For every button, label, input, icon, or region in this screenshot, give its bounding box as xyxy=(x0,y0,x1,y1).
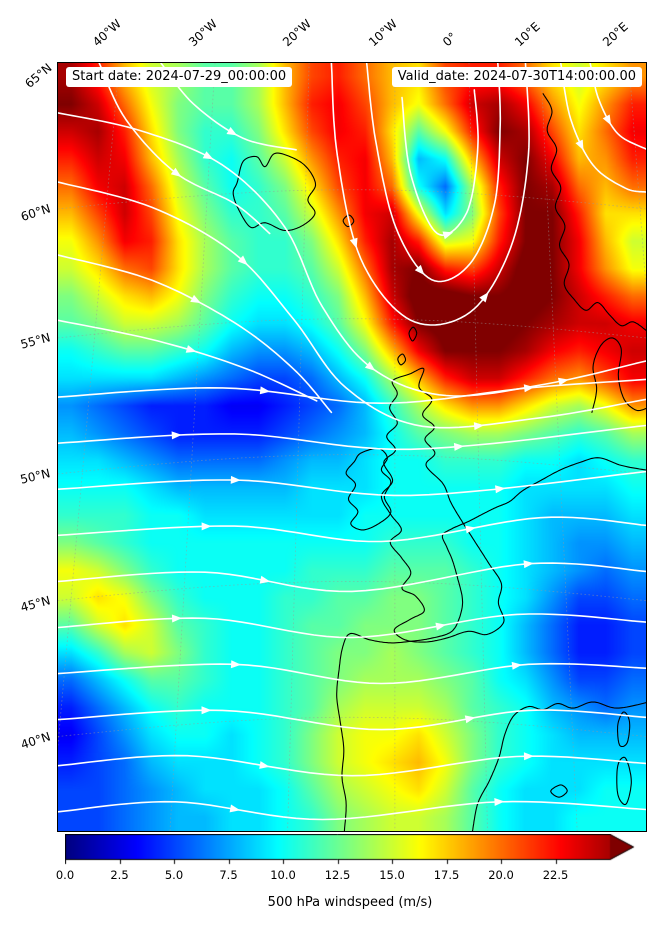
streamline-arrow xyxy=(259,575,271,584)
streamline-arrow xyxy=(602,114,611,126)
streamline-arrow xyxy=(523,752,534,761)
streamlines-layer xyxy=(58,63,646,821)
streamline-arrow xyxy=(237,255,248,266)
y-axis-label: 60°N xyxy=(19,201,53,224)
streamline-arrow xyxy=(511,661,523,670)
streamline-arrow xyxy=(464,715,476,724)
streamline-arrow xyxy=(170,167,182,177)
valid-date-annotation: Valid_date: 2024-07-30T14:00:00.00 xyxy=(391,67,642,87)
x-axis-label: 10°E xyxy=(511,19,543,50)
colorbar-tick-label: 20.0 xyxy=(488,868,514,882)
y-axis-label: 45°N xyxy=(18,592,52,615)
streamline-arrow xyxy=(364,361,376,371)
colorbar-tick-label: 7.5 xyxy=(219,868,238,882)
x-axis-label: 0° xyxy=(439,29,460,50)
colorbar-tick-label: 5.0 xyxy=(164,868,184,882)
streamline-arrow xyxy=(201,522,212,531)
map-overlay xyxy=(58,63,646,831)
streamline-arrow xyxy=(190,294,201,304)
streamline-arrow xyxy=(495,485,506,494)
streamline-arrow xyxy=(442,231,454,240)
colorbar-tick-label: 2.5 xyxy=(110,868,129,882)
colorbar-tick-label: 0.0 xyxy=(55,868,75,882)
colorbar-label: 500 hPa windspeed (m/s) xyxy=(267,895,433,910)
streamline-arrow xyxy=(473,422,485,431)
colorbar-tick-label: 12.5 xyxy=(324,868,351,882)
streamline-arrow xyxy=(259,386,271,395)
streamline-arrow xyxy=(523,384,535,393)
streamline-arrow xyxy=(259,761,270,769)
streamline-arrow xyxy=(558,377,569,386)
streamline-arrow xyxy=(226,127,238,136)
y-axis-label: 50°N xyxy=(18,466,52,487)
streamline-arrow xyxy=(435,622,446,631)
streamline-arrow xyxy=(465,525,476,534)
streamline-arrow xyxy=(230,660,242,669)
colorbar-tick-label: 22.5 xyxy=(542,868,569,882)
x-axis-label: 10°W xyxy=(365,16,400,50)
streamline-arrow xyxy=(202,151,214,160)
streamline-arrow xyxy=(171,614,182,623)
y-axis-label: 65°N xyxy=(22,60,55,91)
streamline-arrow xyxy=(453,442,465,451)
streamline-arrow xyxy=(349,237,358,249)
streamline-arrow xyxy=(494,798,505,806)
colorbar xyxy=(65,834,636,866)
streamline-arrow xyxy=(229,804,241,813)
x-axis-label: 20°W xyxy=(280,16,315,50)
coastlines-layer xyxy=(232,93,646,831)
streamline-arrow xyxy=(575,139,584,151)
y-axis-label: 40°N xyxy=(19,728,53,752)
x-axis-label: 40°W xyxy=(90,16,125,50)
streamline-arrow xyxy=(479,292,489,303)
y-axis-label: 55°N xyxy=(18,330,52,352)
map-plot-area: Start date: 2024-07-29_00:00:00 Valid_da… xyxy=(57,62,647,832)
streamline-arrow xyxy=(201,706,212,715)
start-date-annotation: Start date: 2024-07-29_00:00:00 xyxy=(66,67,293,87)
streamline-arrow xyxy=(185,345,197,353)
colorbar-tick-label: 15.0 xyxy=(379,868,405,882)
streamline-arrow xyxy=(523,560,534,569)
streamline-arrow xyxy=(230,475,241,484)
colorbar-tick-label: 17.5 xyxy=(433,868,460,882)
x-axis-label: 20°E xyxy=(599,19,631,50)
streamline-arrow xyxy=(414,264,425,275)
streamline-arrow xyxy=(171,431,182,440)
colorbar-tick-label: 10.0 xyxy=(270,868,296,882)
x-axis-label: 30°W xyxy=(185,16,220,50)
